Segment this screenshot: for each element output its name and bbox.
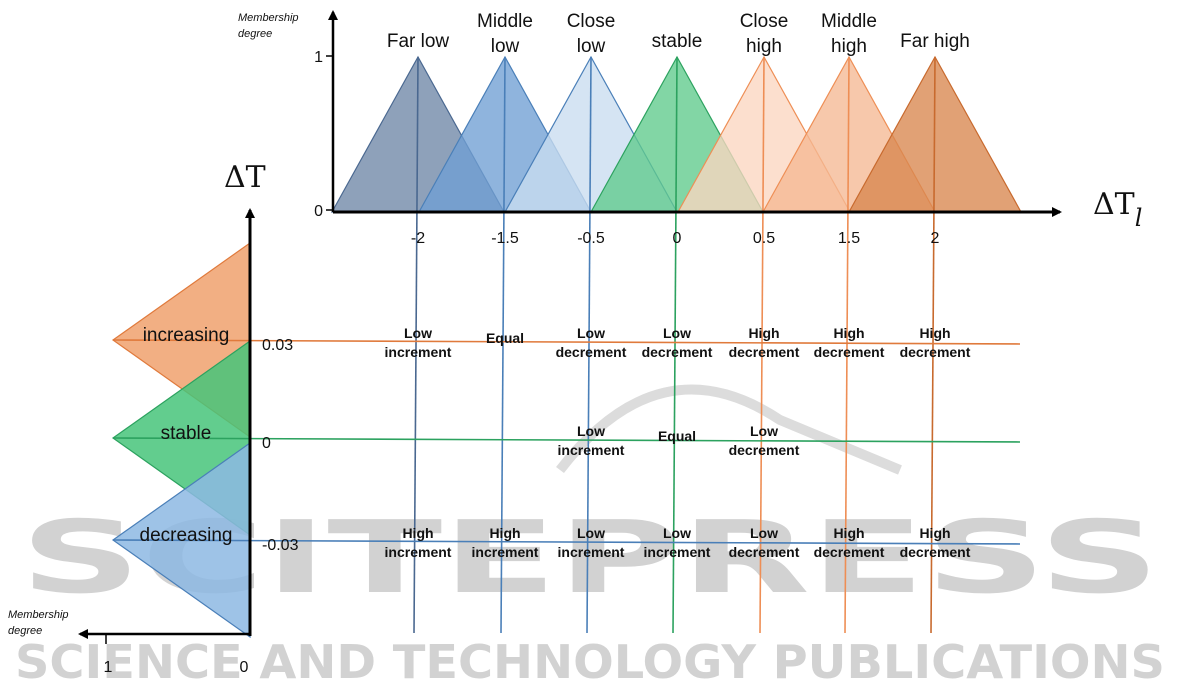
column-line-2 xyxy=(586,56,592,634)
rule-cell-line2-3: decrement xyxy=(642,344,713,360)
rule-cell-line1-10: High xyxy=(402,525,433,541)
rule-cell-line2-13: increment xyxy=(644,544,711,560)
rule-cell-line1-7: Low xyxy=(577,423,605,439)
rule-cell-line1-12: Low xyxy=(577,525,605,541)
top-x-tick-2: -0.5 xyxy=(577,230,605,247)
rule-cell-line2-16: decrement xyxy=(900,544,971,560)
top-x-tick-5: 1.5 xyxy=(838,230,860,247)
top-set-label-line2-1: low xyxy=(491,36,520,57)
rule-cell-line1-6: High xyxy=(919,325,950,341)
column-line-0 xyxy=(413,56,419,634)
rule-cell-line1-13: Low xyxy=(663,525,691,541)
row-line-1 xyxy=(112,437,1021,443)
row-line-2 xyxy=(112,539,1021,545)
left-set-label-1: stable xyxy=(161,423,212,444)
top-set-labels: Far low Middle low Close low stable Close high M… xyxy=(387,11,970,57)
watermark-sub: SCIENCE AND TECHNOLOGY PUBLICATIONS xyxy=(15,635,1165,684)
left-x-axis-title-line1: Membership xyxy=(8,609,69,621)
top-set-label-line1-1: Middle xyxy=(477,11,533,32)
left-set-value-0: 0.03 xyxy=(262,337,293,354)
rule-cell-line1-11: High xyxy=(489,525,520,541)
column-line-5 xyxy=(844,56,850,634)
top-set-label-line1-2: Close xyxy=(567,11,616,32)
rule-cell-line1-9: Low xyxy=(750,423,778,439)
left-axes: 1 0 Membership degree ΔT xyxy=(8,160,266,676)
top-axis-name-main: ΔT xyxy=(1093,187,1135,222)
rule-cell-line1-5: High xyxy=(833,325,864,341)
rule-cell-1: Equal xyxy=(486,330,524,346)
rule-cell-line2-6: decrement xyxy=(900,344,971,360)
top-set-label-3: stable xyxy=(652,31,703,52)
column-line-6 xyxy=(930,56,936,634)
rule-cell-line2-12: increment xyxy=(558,544,625,560)
row-line-0 xyxy=(112,339,1021,345)
left-x-tick-one: 1 xyxy=(104,659,113,676)
left-set-value-2: -0.03 xyxy=(262,537,299,554)
rule-cell-line1-15: High xyxy=(833,525,864,541)
left-axis-name: ΔT xyxy=(224,160,266,195)
top-y-tick-one: 1 xyxy=(314,49,323,66)
rule-cell-line1-0: Low xyxy=(404,325,432,341)
top-set-label-line1-4: Close xyxy=(740,11,789,32)
top-y-axis-title-line2: degree xyxy=(238,28,272,40)
top-y-axis-title-line1: Membership xyxy=(238,12,299,24)
top-x-tick-0: -2 xyxy=(411,230,425,247)
top-set-label-line2-2: low xyxy=(577,36,606,57)
rule-cell-line2-7: increment xyxy=(558,442,625,458)
left-set-labels: increasing 0.03 stable 0 decreasing -0.03 xyxy=(140,325,299,554)
rule-cell-line1-2: Low xyxy=(577,325,605,341)
rule-cell-line2-14: decrement xyxy=(729,544,800,560)
rule-grid-lines xyxy=(112,56,1021,634)
rule-cell-line2-9: decrement xyxy=(729,442,800,458)
top-x-tick-6: 2 xyxy=(931,230,940,247)
column-line-4 xyxy=(759,56,765,634)
rule-table: Low increment Equal Low decrement Low decremen… xyxy=(385,325,971,560)
rule-cell-line1-16: High xyxy=(919,525,950,541)
top-set-label-6: Far high xyxy=(900,31,970,52)
top-axis-name: ΔTl xyxy=(1093,187,1142,232)
top-axis-name-sub: l xyxy=(1135,204,1143,232)
left-set-value-1: 0 xyxy=(262,435,271,452)
left-x-axis-title-line2: degree xyxy=(8,625,42,637)
rule-cell-line2-10: increment xyxy=(385,544,452,560)
rule-cell-line2-4: decrement xyxy=(729,344,800,360)
top-set-label-line2-4: high xyxy=(746,36,782,57)
left-set-label-0: increasing xyxy=(143,325,230,346)
top-set-label-line1-5: Middle xyxy=(821,11,877,32)
top-set-label-line2-5: high xyxy=(831,36,867,57)
rule-cell-line2-5: decrement xyxy=(814,344,885,360)
top-set-label-0: Far low xyxy=(387,31,450,52)
rule-cell-line2-11: increment xyxy=(472,544,539,560)
top-axes: 1 0 Membership degree ΔTl xyxy=(238,10,1142,232)
rule-cell-line1-14: Low xyxy=(750,525,778,541)
top-x-tick-labels: -2 -1.5 -0.5 0 0.5 1.5 2 xyxy=(411,230,940,247)
top-x-tick-3: 0 xyxy=(673,230,682,247)
left-set-label-2: decreasing xyxy=(140,525,233,546)
rule-cell-8: Equal xyxy=(658,428,696,444)
column-line-3 xyxy=(672,56,678,634)
top-x-tick-4: 0.5 xyxy=(753,230,775,247)
column-line-1 xyxy=(500,56,506,634)
rule-cell-line1-4: High xyxy=(748,325,779,341)
rule-cell-line2-0: increment xyxy=(385,344,452,360)
rule-cell-line2-15: decrement xyxy=(814,544,885,560)
left-x-tick-zero: 0 xyxy=(240,659,249,676)
top-y-tick-zero: 0 xyxy=(314,203,323,220)
rule-cell-line1-3: Low xyxy=(663,325,691,341)
top-x-tick-1: -1.5 xyxy=(491,230,519,247)
rule-cell-line2-2: decrement xyxy=(556,344,627,360)
